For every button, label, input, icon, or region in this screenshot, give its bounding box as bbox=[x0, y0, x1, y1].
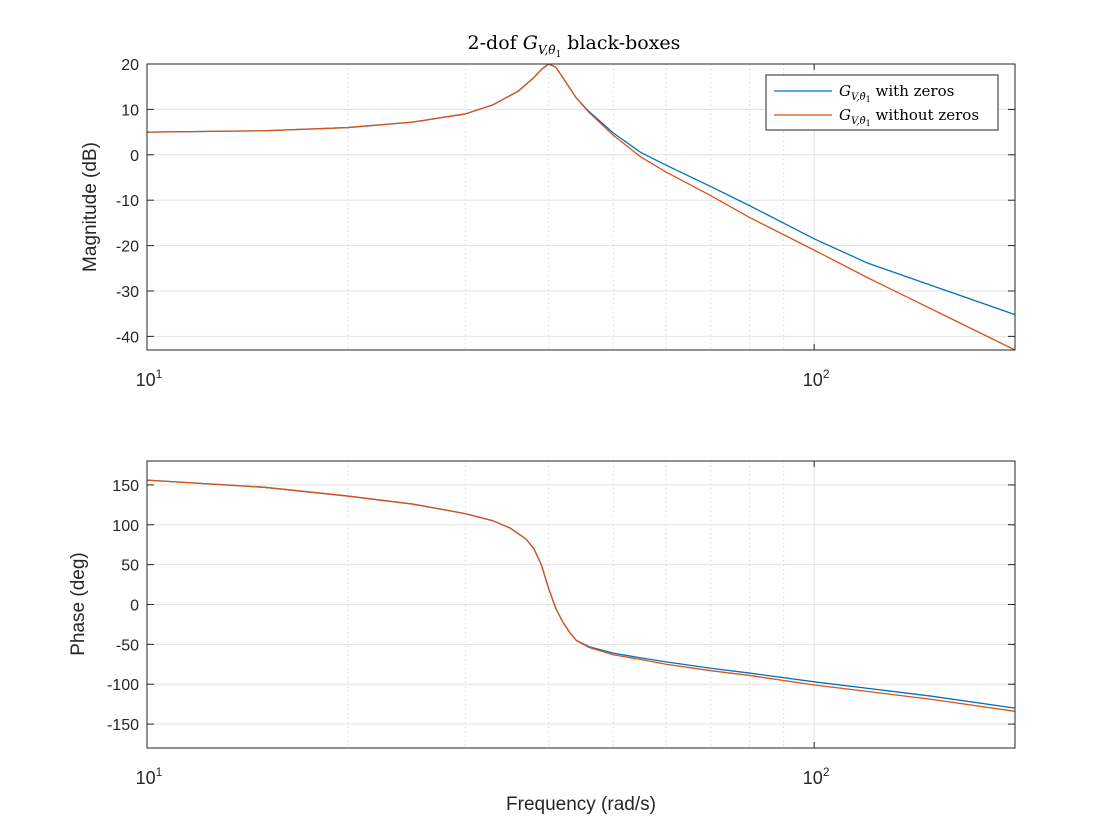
legend-entry-without-zeros-subscript-index: 1 bbox=[866, 119, 871, 128]
legend-entry-with-zeros-subscript: V,θ̇ bbox=[851, 92, 866, 103]
phase-y-tick-label: 150 bbox=[112, 478, 139, 495]
chart-title-symbol: G bbox=[523, 32, 538, 54]
magnitude-series bbox=[146, 63, 1016, 351]
phase-y-tick-label: -150 bbox=[107, 717, 139, 734]
phase-series-line-without-zeros bbox=[146, 479, 1016, 712]
phase-x-tick-label: 102 bbox=[803, 765, 830, 788]
legend-entry-without-zeros-text: without zeros bbox=[871, 106, 979, 124]
chart-title-subscript: V,θ̇ bbox=[538, 43, 556, 57]
magnitude-y-tick-label: 10 bbox=[121, 102, 139, 119]
magnitude-ylabel: Magnitude (dB) bbox=[80, 142, 101, 272]
phase-ylabel: Phase (deg) bbox=[68, 552, 89, 656]
magnitude-x-tick-label: 101 bbox=[136, 367, 163, 390]
magnitude-y-tick-label: 20 bbox=[121, 57, 139, 74]
phase-x-tick-label: 101 bbox=[136, 765, 163, 788]
phase-panel: 101 102 150 100 50 0 -50 -100 -150 Phase (deg) F… bbox=[68, 460, 1016, 815]
chart-title-suffix: black-boxes bbox=[561, 32, 680, 54]
legend-entry-without-zeros-subscript: V,θ̇ bbox=[851, 116, 866, 127]
magnitude-axes-box bbox=[146, 63, 1016, 351]
magnitude-x-tick-label: 102 bbox=[803, 367, 830, 390]
chart-title-prefix: 2-dof bbox=[468, 32, 523, 54]
magnitude-y-tick-label: -30 bbox=[116, 284, 139, 301]
magnitude-panel: 101 102 20 10 0 -10 -20 -30 -40 Magnitude (dB) G… bbox=[80, 57, 1016, 390]
phase-y-tick-label: 50 bbox=[121, 558, 139, 575]
legend-entry-without-zeros: GV,θ̇1 without zeros bbox=[839, 106, 979, 128]
phase-y-tick-label: -100 bbox=[107, 677, 139, 694]
magnitude-y-tick-label: 0 bbox=[130, 148, 139, 165]
magnitude-y-tick-label: -40 bbox=[116, 329, 139, 346]
magnitude-series-line-without-zeros bbox=[146, 63, 1016, 351]
phase-ticks: 101 102 150 100 50 0 -50 -100 -150 bbox=[107, 461, 1015, 788]
magnitude-y-tick-label: -10 bbox=[116, 193, 139, 210]
chart-title: 2-dof GV,θ̇1 black-boxes bbox=[468, 32, 681, 60]
phase-y-tick-label: 100 bbox=[112, 518, 139, 535]
legend-entry-without-zeros-symbol: G bbox=[839, 106, 851, 124]
legend-box bbox=[765, 74, 999, 131]
legend-entry-with-zeros-text: with zeros bbox=[871, 82, 955, 100]
legend-entry-with-zeros-symbol: G bbox=[839, 82, 851, 100]
chart-title-subscript-index: 1 bbox=[556, 50, 562, 60]
legend: GV,θ̇1 with zeros GV,θ̇1 without zeros bbox=[765, 74, 999, 131]
legend-entry-with-zeros: GV,θ̇1 with zeros bbox=[839, 82, 954, 104]
phase-y-tick-label: 0 bbox=[130, 598, 139, 615]
phase-series bbox=[146, 479, 1016, 712]
phase-grid bbox=[147, 461, 1015, 748]
magnitude-ticks: 101 102 20 10 0 -10 -20 -30 -40 bbox=[116, 57, 1015, 390]
legend-entry-with-zeros-subscript-index: 1 bbox=[866, 95, 871, 104]
phase-xlabel: Frequency (rad/s) bbox=[506, 794, 656, 815]
magnitude-y-tick-label: -20 bbox=[116, 239, 139, 256]
phase-y-tick-label: -50 bbox=[116, 637, 139, 654]
